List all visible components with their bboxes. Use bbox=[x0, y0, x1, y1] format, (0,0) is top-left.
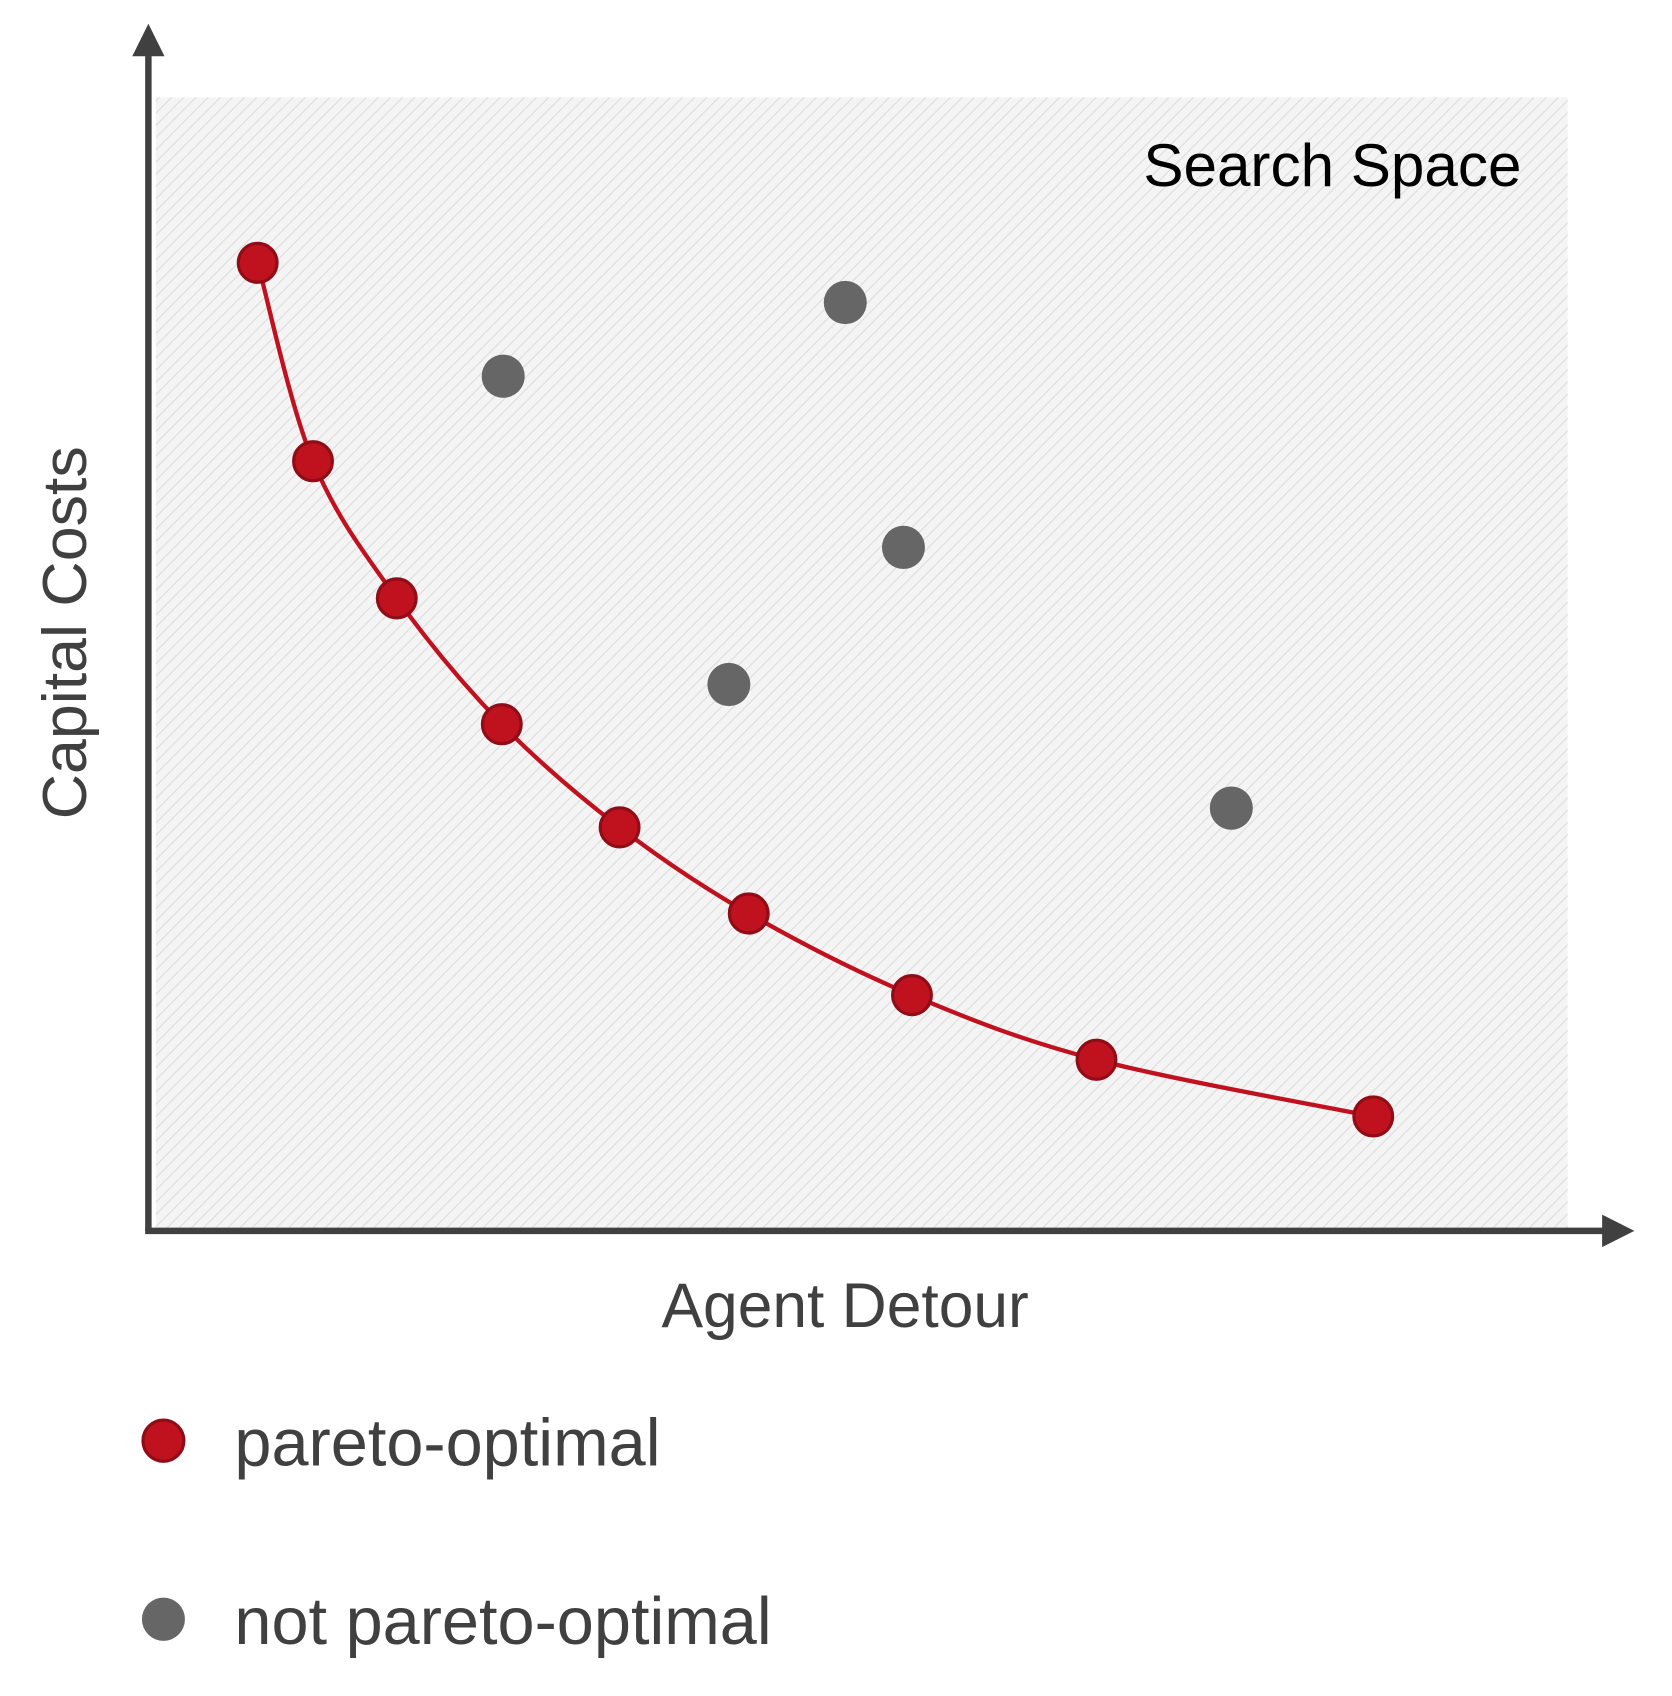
point bbox=[481, 354, 525, 398]
point bbox=[1075, 1038, 1118, 1081]
annotation: Search Space bbox=[1143, 131, 1521, 199]
search-space-area bbox=[155, 97, 1568, 1228]
point bbox=[292, 440, 334, 483]
x-axis-arrow bbox=[1602, 1214, 1635, 1248]
point bbox=[891, 974, 933, 1017]
point bbox=[236, 241, 279, 284]
legend: pareto-optimal not pareto-optimal bbox=[141, 1405, 772, 1659]
point bbox=[881, 525, 925, 569]
legend-label: not pareto-optimal bbox=[234, 1584, 771, 1659]
point bbox=[727, 892, 770, 935]
legend-label: pareto-optimal bbox=[234, 1405, 660, 1480]
point bbox=[480, 703, 523, 746]
y-axis-arrow bbox=[132, 23, 165, 57]
x-axis-label: Agent Detour bbox=[661, 1271, 1028, 1341]
legend-marker bbox=[141, 1597, 185, 1641]
legend-marker bbox=[141, 1418, 186, 1463]
point bbox=[375, 577, 418, 620]
y-axis-label: Capital Costs bbox=[30, 446, 100, 819]
point bbox=[823, 280, 867, 325]
point bbox=[1209, 786, 1253, 830]
point bbox=[707, 662, 751, 707]
point bbox=[598, 806, 641, 849]
point bbox=[1352, 1095, 1395, 1138]
